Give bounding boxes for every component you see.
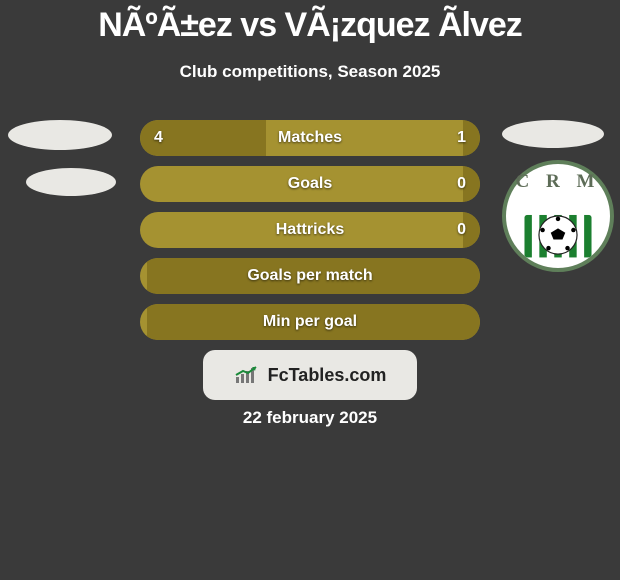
left-player-markers bbox=[8, 120, 118, 214]
stat-value-right: 0 bbox=[457, 166, 466, 202]
stat-row: Goals0 bbox=[140, 166, 480, 202]
brand-text: FcTables.com bbox=[268, 365, 387, 386]
stat-label: Min per goal bbox=[140, 304, 480, 340]
club-badge: C R M bbox=[502, 160, 612, 277]
stat-label: Goals bbox=[140, 166, 480, 202]
stat-label: Goals per match bbox=[140, 258, 480, 294]
page-title: NÃºÃ±ez vs VÃ¡zquez Ãlvez bbox=[0, 6, 620, 45]
stat-value-left: 4 bbox=[154, 120, 163, 156]
stat-row: Matches4 1 bbox=[140, 120, 480, 156]
stat-value-right: 1 bbox=[457, 120, 466, 156]
right-player-markers: C R M bbox=[502, 120, 612, 277]
right-marker-ellipse bbox=[502, 120, 604, 148]
stat-label: Matches bbox=[140, 120, 480, 156]
page-subtitle: Club competitions, Season 2025 bbox=[0, 62, 620, 82]
brand-logo: FcTables.com bbox=[203, 350, 417, 400]
left-marker-ellipse bbox=[8, 120, 112, 150]
growth-chart-icon bbox=[234, 365, 260, 385]
stat-row: Min per goal bbox=[140, 304, 480, 340]
svg-text:C R M: C R M bbox=[516, 171, 601, 192]
stat-row: Goals per match bbox=[140, 258, 480, 294]
stat-row: Hattricks0 bbox=[140, 212, 480, 248]
stat-value-right: 0 bbox=[457, 212, 466, 248]
comparison-bars: Matches41Goals0Hattricks0Goals per match… bbox=[140, 120, 480, 350]
stat-label: Hattricks bbox=[140, 212, 480, 248]
left-marker-ellipse bbox=[26, 168, 116, 196]
footer-date: 22 february 2025 bbox=[0, 408, 620, 428]
